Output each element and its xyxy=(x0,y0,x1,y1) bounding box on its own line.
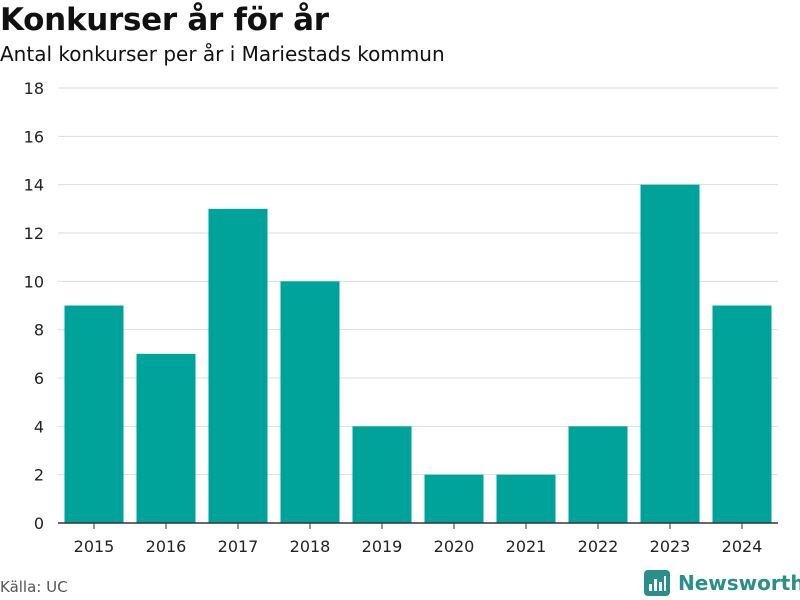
bar-2017[interactable] xyxy=(208,208,268,524)
bar-2021[interactable] xyxy=(496,474,556,523)
x-tick-label: 2015 xyxy=(74,537,115,556)
bar-2016[interactable] xyxy=(136,353,196,523)
y-tick-label: 16 xyxy=(24,127,44,146)
brand-name: Newsworthy xyxy=(678,571,800,595)
bars xyxy=(64,184,772,524)
bar-2023[interactable] xyxy=(640,184,700,523)
x-tick-label: 2018 xyxy=(290,537,331,556)
x-axis-ticks: 2015 2016 2017 2018 2019 2020 2021 2022 2023 2024 xyxy=(74,523,763,556)
x-tick-label: 2020 xyxy=(434,537,475,556)
x-tick-label: 2019 xyxy=(362,537,403,556)
y-tick-label: 6 xyxy=(34,369,44,388)
y-tick-label: 2 xyxy=(34,466,44,485)
y-tick-label: 10 xyxy=(24,272,44,291)
brand-logo[interactable]: Newsworthy xyxy=(644,570,800,596)
y-tick-label: 18 xyxy=(24,79,44,98)
newsworthy-logo-icon xyxy=(644,570,670,596)
bar-2018[interactable] xyxy=(280,281,340,523)
y-tick-label: 0 xyxy=(34,514,44,533)
x-tick-label: 2017 xyxy=(218,537,259,556)
source-note: Källa: UC xyxy=(0,578,68,596)
bar-2015[interactable] xyxy=(64,305,124,524)
y-tick-label: 4 xyxy=(34,417,44,436)
bar-2022[interactable] xyxy=(568,426,628,523)
x-tick-label: 2021 xyxy=(506,537,547,556)
y-tick-label: 8 xyxy=(34,321,44,340)
x-tick-label: 2016 xyxy=(146,537,187,556)
y-tick-label: 14 xyxy=(24,176,44,195)
bar-2024[interactable] xyxy=(712,305,772,524)
y-axis-ticks: 0 2 4 6 8 10 12 14 16 18 xyxy=(24,79,44,533)
bar-2020[interactable] xyxy=(424,474,484,523)
chart-title: Konkurser år för år xyxy=(0,2,329,38)
chart-subtitle: Antal konkurser per år i Mariestads komm… xyxy=(0,42,445,66)
x-tick-label: 2023 xyxy=(650,537,691,556)
x-tick-label: 2024 xyxy=(722,537,763,556)
x-tick-label: 2022 xyxy=(578,537,619,556)
y-tick-label: 12 xyxy=(24,224,44,243)
bar-2019[interactable] xyxy=(352,426,412,523)
